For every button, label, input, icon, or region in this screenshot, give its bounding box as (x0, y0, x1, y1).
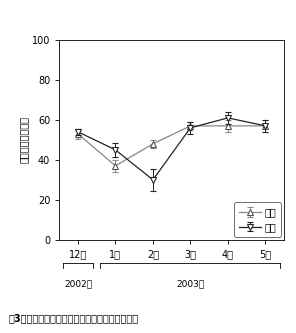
Text: 2003年: 2003年 (176, 280, 205, 289)
Text: 図3　残渣由来の窒素における可溶性割合の推移: 図3 残渣由来の窒素における可溶性割合の推移 (9, 313, 139, 323)
Y-axis label: 可溶性割合（％）: 可溶性割合（％） (19, 116, 29, 164)
Legend: 落葉, 茎茰: 落葉, 茎茰 (234, 202, 281, 237)
Text: 2002年: 2002年 (64, 280, 92, 289)
